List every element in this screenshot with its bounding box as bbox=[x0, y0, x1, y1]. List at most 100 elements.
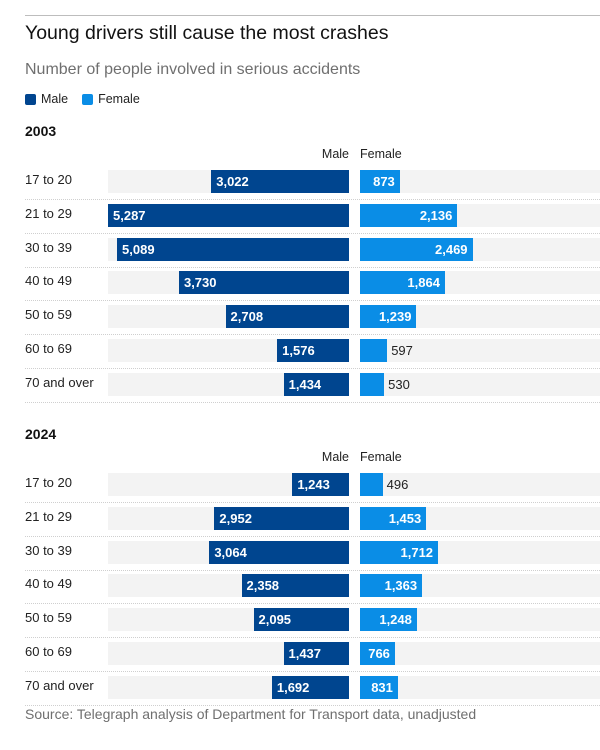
panel-year: 2003 bbox=[25, 123, 57, 139]
female-track: 530 bbox=[360, 372, 600, 396]
legend-label-male: Male bbox=[41, 92, 69, 106]
source-note: Source: Telegraph analysis of Department… bbox=[25, 706, 477, 722]
column-header-male: Male bbox=[321, 450, 349, 464]
male-track: 1,243 bbox=[108, 473, 349, 496]
row-separator bbox=[25, 232, 600, 234]
male-bar bbox=[283, 642, 349, 665]
female-value-label: 873 bbox=[373, 174, 395, 189]
table-row: 40 to 49 2,358 1,363 bbox=[25, 570, 600, 605]
table-row: 70 and over 1,434 530 bbox=[25, 369, 600, 403]
male-track: 3,064 bbox=[108, 540, 349, 564]
male-bar bbox=[277, 339, 349, 362]
female-bar bbox=[360, 271, 445, 295]
male-track: 3,022 bbox=[108, 170, 349, 193]
male-bar bbox=[292, 473, 349, 496]
table-row: 70 and over 1,692 831 bbox=[25, 672, 600, 706]
column-header-male: Male bbox=[321, 147, 349, 161]
male-value-label: 3,730 bbox=[183, 275, 217, 291]
table-row: 40 to 49 3,730 1,864 bbox=[25, 267, 600, 302]
male-track: 2,952 bbox=[108, 506, 349, 530]
row-separator bbox=[25, 603, 600, 605]
female-track: 1,864 bbox=[360, 271, 600, 295]
male-bar bbox=[241, 574, 349, 598]
female-value-label: 1,363 bbox=[384, 578, 418, 594]
female-track: 597 bbox=[360, 339, 600, 362]
female-track: 766 bbox=[360, 642, 600, 665]
female-value-label: 530 bbox=[388, 376, 410, 392]
chart-title: Young drivers still cause the most crash… bbox=[25, 22, 389, 44]
female-bar bbox=[360, 608, 417, 632]
male-value-label: 1,576 bbox=[282, 343, 315, 358]
row-separator bbox=[25, 300, 600, 302]
row-separator bbox=[25, 368, 600, 369]
table-row: 17 to 20 3,022 873 bbox=[25, 166, 600, 200]
male-bar bbox=[214, 506, 349, 530]
male-bar bbox=[225, 305, 349, 329]
male-value-label: 1,692 bbox=[276, 679, 310, 695]
female-bar bbox=[360, 574, 423, 598]
female-track: 831 bbox=[360, 675, 600, 699]
age-group-label: 50 to 59 bbox=[25, 610, 72, 626]
female-bar bbox=[360, 540, 439, 564]
legend-label-female: Female bbox=[98, 92, 140, 106]
male-track: 1,437 bbox=[108, 642, 349, 665]
legend: Male Female bbox=[25, 92, 154, 106]
female-bar bbox=[360, 237, 473, 261]
table-row: 60 to 69 1,576 597 bbox=[25, 335, 600, 369]
row-separator bbox=[25, 266, 600, 268]
male-track: 1,434 bbox=[108, 372, 349, 396]
row-separator bbox=[25, 671, 600, 672]
column-header-female: Female bbox=[360, 147, 402, 161]
age-group-label: 40 to 49 bbox=[25, 273, 72, 289]
legend-item-female: Female bbox=[82, 92, 140, 106]
age-group-label: 21 to 29 bbox=[25, 205, 72, 221]
row-separator bbox=[25, 637, 600, 639]
female-track: 1,248 bbox=[360, 608, 600, 632]
male-value-label: 5,089 bbox=[122, 241, 155, 257]
female-value-label: 496 bbox=[386, 477, 409, 492]
male-value-label: 2,358 bbox=[246, 578, 280, 594]
male-bar bbox=[108, 203, 349, 227]
male-bar bbox=[283, 372, 349, 396]
table-row: 21 to 29 2,952 1,453 bbox=[25, 503, 600, 537]
table-row: 30 to 39 3,064 1,712 bbox=[25, 537, 600, 571]
female-value-label: 1,864 bbox=[407, 275, 440, 291]
male-value-label: 3,022 bbox=[216, 174, 249, 189]
female-value-label: 597 bbox=[391, 343, 413, 358]
row-separator bbox=[25, 401, 600, 403]
female-bar bbox=[360, 339, 388, 362]
table-row: 50 to 59 2,095 1,248 bbox=[25, 604, 600, 639]
age-group-label: 40 to 49 bbox=[25, 576, 72, 592]
age-group-label: 21 to 29 bbox=[25, 508, 72, 524]
chart-subtitle: Number of people involved in serious acc… bbox=[25, 61, 361, 78]
column-header-female: Female bbox=[360, 450, 402, 464]
table-row: 21 to 29 5,287 2,136 bbox=[25, 200, 600, 234]
row-separator bbox=[25, 704, 600, 706]
male-bar bbox=[209, 540, 349, 564]
table-row: 30 to 39 5,089 2,469 bbox=[25, 234, 600, 268]
female-bar bbox=[360, 506, 427, 530]
female-value-label: 1,239 bbox=[378, 309, 412, 325]
age-group-label: 30 to 39 bbox=[25, 239, 72, 255]
row-separator bbox=[25, 334, 600, 336]
female-bar bbox=[360, 203, 458, 227]
male-bar bbox=[178, 271, 349, 295]
female-track: 496 bbox=[360, 473, 600, 496]
male-track: 2,095 bbox=[108, 608, 349, 632]
age-group-label: 17 to 20 bbox=[25, 172, 72, 187]
legend-swatch-male bbox=[25, 93, 36, 105]
female-value-label: 1,712 bbox=[400, 544, 434, 560]
age-group-label: 17 to 20 bbox=[25, 475, 72, 490]
female-track: 1,363 bbox=[360, 574, 600, 598]
age-group-label: 30 to 39 bbox=[25, 542, 72, 558]
female-track: 1,453 bbox=[360, 506, 600, 530]
male-value-label: 1,437 bbox=[288, 646, 322, 661]
female-bar bbox=[360, 473, 383, 496]
male-track: 2,708 bbox=[108, 305, 349, 329]
female-value-label: 2,469 bbox=[435, 241, 468, 257]
male-value-label: 5,287 bbox=[113, 207, 146, 223]
age-group-label: 70 and over bbox=[25, 374, 94, 390]
male-value-label: 2,952 bbox=[219, 510, 252, 526]
legend-item-male: Male bbox=[25, 92, 68, 106]
male-track: 1,692 bbox=[108, 675, 349, 699]
